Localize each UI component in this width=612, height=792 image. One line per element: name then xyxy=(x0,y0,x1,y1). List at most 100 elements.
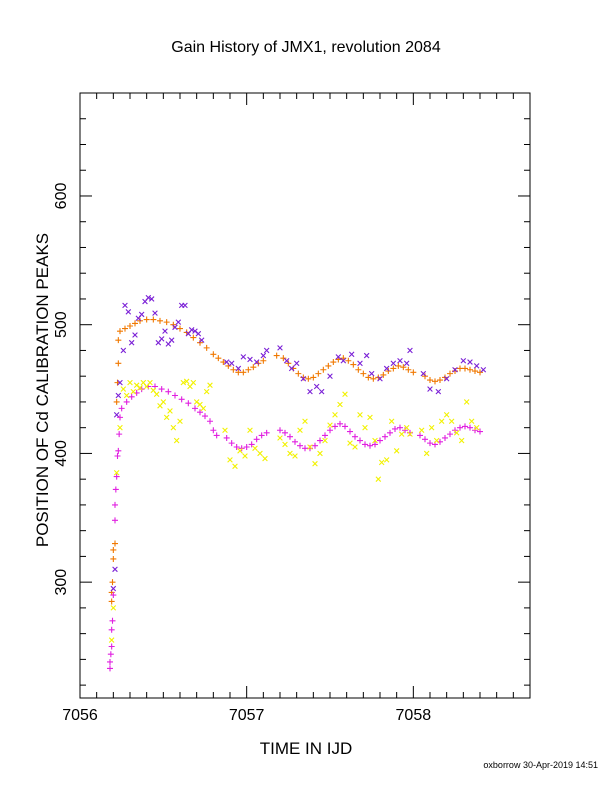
data-point xyxy=(280,355,287,362)
data-point xyxy=(400,364,407,371)
data-point xyxy=(137,317,143,324)
data-point xyxy=(287,450,293,457)
data-point xyxy=(282,441,288,448)
data-point xyxy=(423,450,430,457)
data-point xyxy=(165,388,172,395)
data-point xyxy=(365,374,372,381)
data-point xyxy=(332,412,338,418)
data-point xyxy=(112,486,119,493)
data-point xyxy=(112,517,118,524)
data-point xyxy=(190,334,197,341)
data-point xyxy=(330,359,337,366)
data-point xyxy=(113,412,120,418)
data-point xyxy=(385,368,392,375)
data-point xyxy=(347,428,353,435)
data-point xyxy=(152,310,158,316)
data-point xyxy=(168,337,175,343)
data-point xyxy=(108,626,115,633)
data-point xyxy=(277,435,283,441)
data-point xyxy=(437,377,443,384)
data-point xyxy=(398,431,405,437)
data-point xyxy=(228,360,235,367)
data-point xyxy=(282,429,288,436)
data-point xyxy=(427,377,433,384)
data-point xyxy=(273,352,280,359)
data-point xyxy=(147,379,153,386)
data-point xyxy=(175,319,182,325)
data-point xyxy=(352,444,358,450)
data-point xyxy=(322,432,328,439)
data-point xyxy=(402,427,408,434)
data-point xyxy=(143,316,150,323)
data-point xyxy=(327,422,333,428)
data-point xyxy=(167,408,173,414)
data-point xyxy=(262,455,268,462)
data-point xyxy=(443,412,450,418)
data-point xyxy=(342,423,348,430)
data-point xyxy=(110,592,117,599)
data-point xyxy=(177,418,183,425)
data-point xyxy=(123,398,130,405)
data-point xyxy=(197,409,203,416)
data-point xyxy=(448,418,455,425)
data-point xyxy=(312,460,318,467)
y-axis-title: POSITION OF Cd CALIBRATION PEAKS xyxy=(33,233,52,547)
data-point xyxy=(357,360,363,367)
data-point xyxy=(388,418,395,425)
data-point xyxy=(118,405,125,412)
data-point xyxy=(287,433,293,440)
data-point xyxy=(427,386,433,392)
data-point xyxy=(300,375,307,382)
data-point xyxy=(263,429,270,436)
data-point xyxy=(337,420,343,427)
data-point xyxy=(114,453,121,459)
data-point xyxy=(372,441,378,448)
data-point xyxy=(260,352,267,359)
data-point xyxy=(242,453,248,459)
data-point xyxy=(285,360,292,367)
data-point xyxy=(472,427,478,434)
data-point xyxy=(377,437,383,444)
data-point xyxy=(407,431,413,437)
data-point xyxy=(292,453,298,459)
data-point xyxy=(427,440,433,447)
data-point xyxy=(355,366,362,373)
data-point xyxy=(125,309,132,315)
data-point xyxy=(195,330,202,337)
data-point xyxy=(117,328,123,335)
data-point xyxy=(120,386,127,392)
data-point xyxy=(473,363,480,369)
data-point xyxy=(467,359,473,365)
data-point xyxy=(253,359,260,365)
data-point xyxy=(123,392,130,399)
data-point xyxy=(458,437,465,444)
data-point xyxy=(447,431,453,438)
data-point xyxy=(428,424,435,431)
data-point xyxy=(116,431,123,438)
data-point xyxy=(230,366,237,373)
data-point xyxy=(263,347,270,354)
data-point xyxy=(130,388,137,395)
data-point xyxy=(178,396,185,403)
data-point xyxy=(357,412,363,418)
data-point xyxy=(232,463,238,470)
data-point xyxy=(117,424,123,431)
data-point xyxy=(370,375,377,382)
data-point xyxy=(247,427,253,434)
data-point xyxy=(183,378,190,385)
data-point xyxy=(182,302,188,309)
data-point xyxy=(403,424,410,431)
data-point xyxy=(250,364,257,371)
data-point xyxy=(235,369,242,376)
data-point xyxy=(357,437,363,444)
data-point xyxy=(347,440,353,446)
data-point xyxy=(210,427,217,434)
data-point xyxy=(417,432,423,439)
data-point xyxy=(288,365,295,372)
data-point xyxy=(442,434,448,441)
data-point xyxy=(462,365,468,372)
data-point xyxy=(277,345,283,351)
data-point xyxy=(109,579,116,586)
data-point xyxy=(198,337,205,343)
data-point xyxy=(148,296,155,302)
